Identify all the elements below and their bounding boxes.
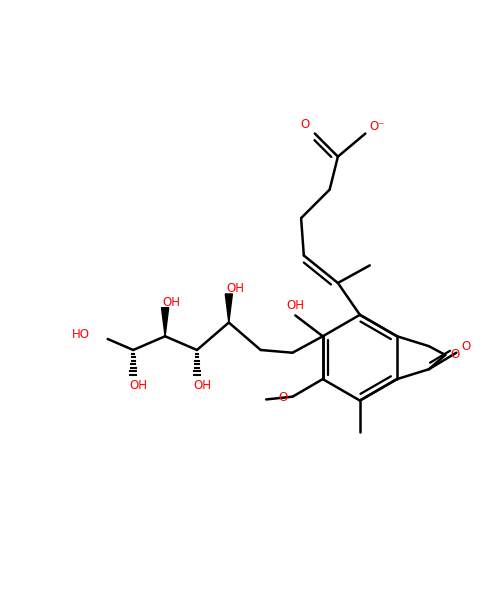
Text: OH: OH <box>286 299 304 312</box>
Text: HO: HO <box>72 328 90 341</box>
Text: O: O <box>278 391 287 404</box>
Text: O: O <box>300 118 310 131</box>
Text: OH: OH <box>130 379 148 392</box>
Polygon shape <box>226 294 232 323</box>
Text: OH: OH <box>226 282 244 295</box>
Text: O: O <box>450 349 460 361</box>
Text: OH: OH <box>194 379 212 392</box>
Text: O: O <box>462 340 471 353</box>
Text: O⁻: O⁻ <box>370 121 385 133</box>
Text: OH: OH <box>162 296 180 308</box>
Polygon shape <box>162 308 168 336</box>
